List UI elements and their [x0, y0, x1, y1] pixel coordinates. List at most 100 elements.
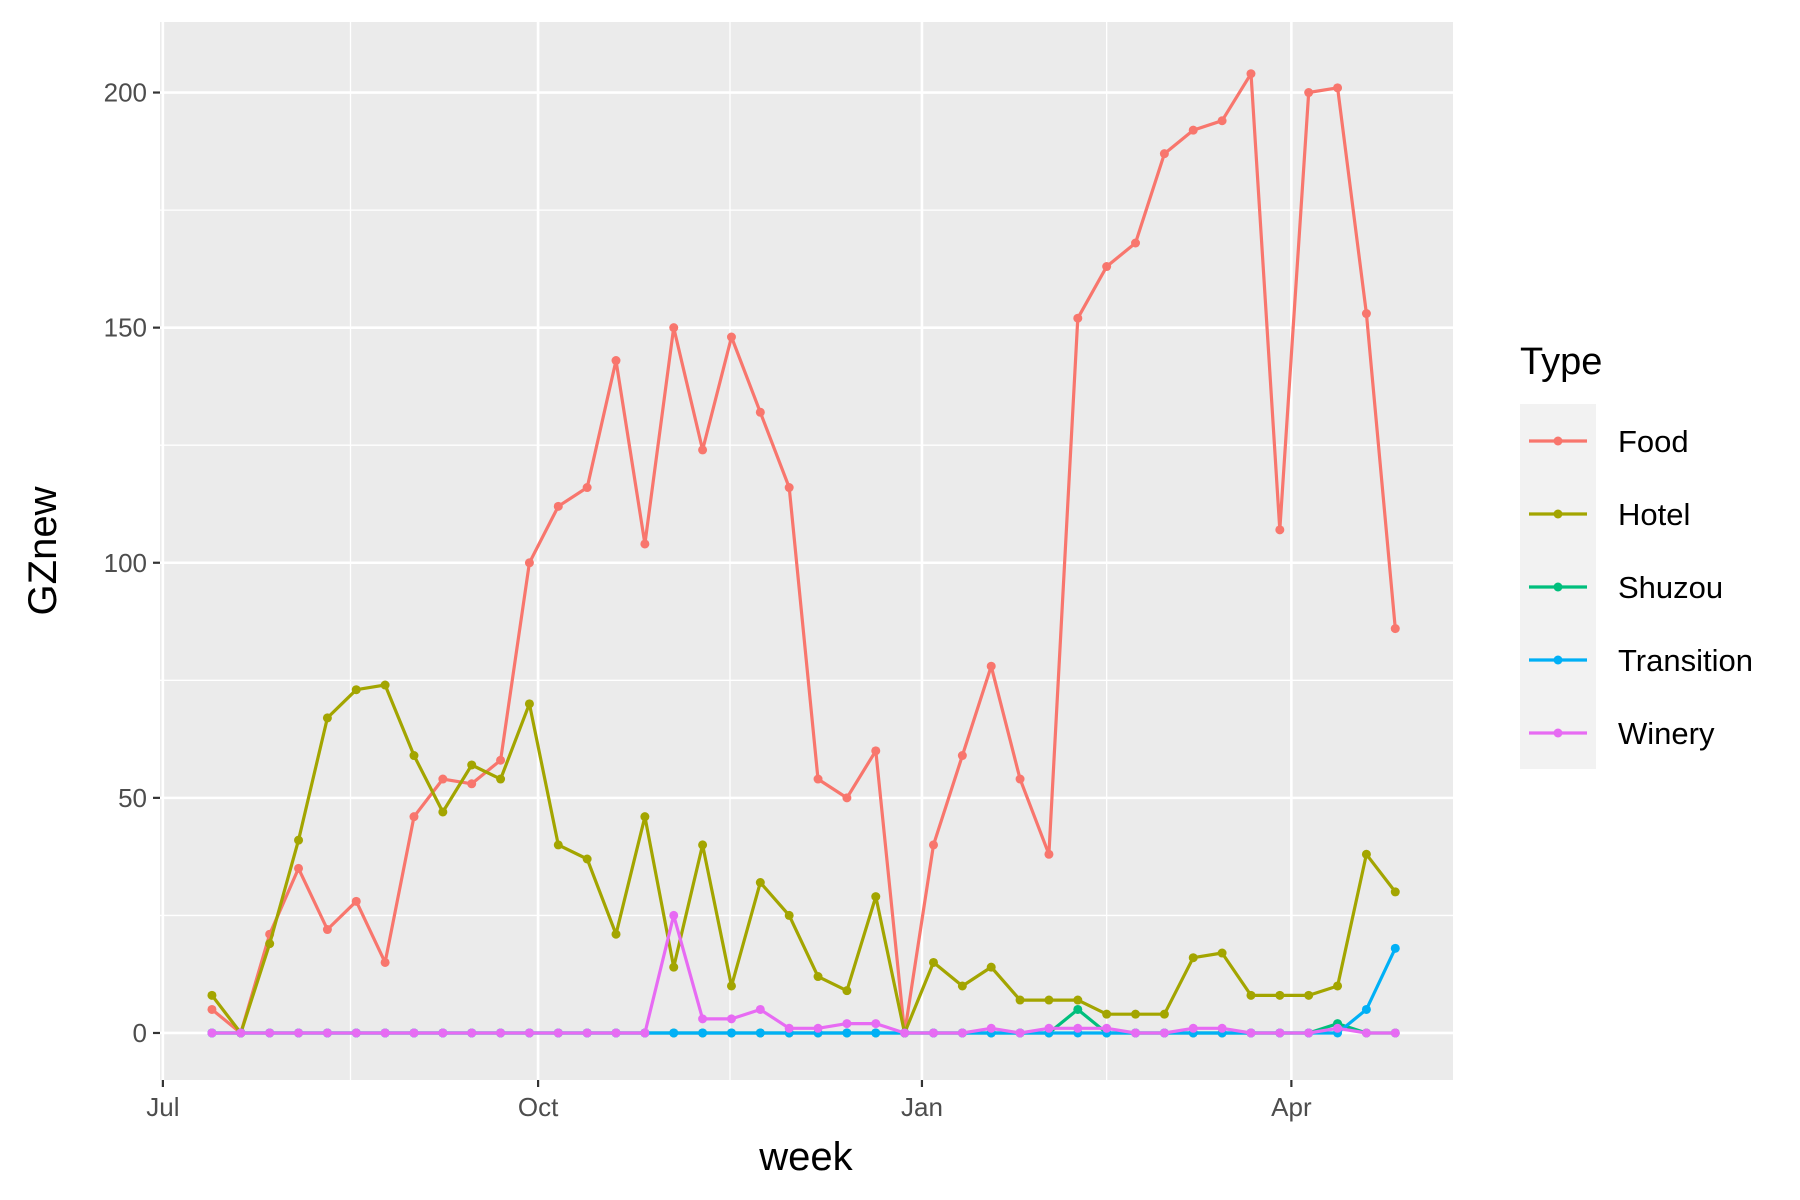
data-point-winery	[1131, 1028, 1141, 1038]
data-point-winery	[1304, 1028, 1314, 1038]
legend-label-food: Food	[1618, 424, 1689, 459]
y-tick-label: 150	[104, 313, 147, 343]
data-point-food	[380, 957, 390, 967]
data-point-hotel	[1188, 953, 1198, 963]
data-point-food	[1188, 125, 1198, 135]
legend-label-hotel: Hotel	[1618, 497, 1690, 532]
data-point-hotel	[294, 835, 304, 845]
data-point-winery	[322, 1028, 332, 1038]
data-point-winery	[928, 1028, 938, 1038]
data-point-food	[1073, 313, 1083, 323]
data-point-hotel	[1390, 887, 1400, 897]
data-point-winery	[265, 1028, 275, 1038]
data-point-hotel	[669, 962, 679, 972]
data-point-hotel	[496, 774, 506, 784]
data-point-food	[871, 746, 881, 756]
series-line-hotel	[210, 683, 1397, 1035]
y-tick-label: 50	[118, 783, 147, 813]
data-point-winery	[409, 1028, 419, 1038]
data-point-hotel	[1044, 995, 1054, 1005]
data-point-winery	[1217, 1023, 1227, 1033]
data-point-food	[553, 501, 563, 511]
data-point-winery	[669, 910, 679, 920]
data-point-food	[640, 539, 650, 549]
legend-label-winery: Winery	[1618, 716, 1715, 751]
data-point-hotel	[207, 990, 217, 1000]
data-point-hotel	[726, 981, 736, 991]
x-axis-title: week	[758, 1135, 853, 1179]
data-point-winery	[755, 1004, 765, 1014]
data-point-winery	[900, 1028, 910, 1038]
data-point-hotel	[1246, 990, 1256, 1000]
data-point-food	[409, 812, 419, 822]
data-point-winery	[1390, 1028, 1400, 1038]
data-point-hotel	[1102, 1009, 1112, 1019]
data-point-hotel	[755, 878, 765, 888]
series-line-food	[210, 72, 1397, 1035]
data-point-food	[813, 774, 823, 784]
data-point-winery	[640, 1028, 650, 1038]
data-point-hotel	[1361, 849, 1371, 859]
data-point-shuzou	[1073, 1004, 1083, 1014]
data-point-food	[1361, 309, 1371, 319]
data-point-food	[351, 896, 361, 906]
data-point-food	[294, 863, 304, 873]
data-point-hotel	[871, 892, 881, 902]
data-point-transition	[755, 1028, 765, 1038]
data-point-transition	[1361, 1004, 1371, 1014]
data-point-hotel	[611, 929, 621, 939]
data-point-food	[928, 840, 938, 850]
data-point-winery	[1188, 1023, 1198, 1033]
data-point-hotel	[1217, 948, 1227, 958]
data-point-food	[524, 558, 534, 568]
data-point-food	[957, 751, 967, 761]
data-point-hotel	[351, 685, 361, 695]
y-axis-title: GZnew	[21, 486, 65, 615]
data-point-hotel	[1131, 1009, 1141, 1019]
data-point-food	[784, 483, 794, 493]
data-point-winery	[784, 1023, 794, 1033]
data-point-food	[322, 925, 332, 935]
data-point-food	[1159, 149, 1169, 159]
data-point-food	[1275, 525, 1285, 535]
data-point-transition	[669, 1028, 679, 1038]
data-point-winery	[467, 1028, 477, 1038]
x-tick-label: Jul	[146, 1092, 179, 1122]
data-point-food	[1015, 774, 1025, 784]
legend-key-point-transition	[1553, 655, 1563, 665]
data-point-transition	[871, 1028, 881, 1038]
data-point-hotel	[524, 699, 534, 709]
data-point-winery	[842, 1019, 852, 1029]
data-point-hotel	[1159, 1009, 1169, 1019]
data-point-hotel	[1015, 995, 1025, 1005]
data-point-hotel	[640, 812, 650, 822]
data-point-winery	[1246, 1028, 1256, 1038]
data-point-hotel	[784, 910, 794, 920]
data-point-food	[986, 661, 996, 671]
legend-label-shuzou: Shuzou	[1618, 570, 1723, 605]
data-point-winery	[438, 1028, 448, 1038]
legend-items: Food Hotel Shuzou Transition Winery	[1529, 424, 1753, 751]
data-point-winery	[380, 1028, 390, 1038]
data-point-hotel	[1304, 990, 1314, 1000]
legend-key-point-food	[1553, 436, 1563, 446]
x-axis: Jul Oct Jan Apr	[146, 1080, 1312, 1122]
data-point-food	[1246, 69, 1256, 79]
legend: Type Food Hotel Shuzou Transition Winery	[1520, 341, 1753, 769]
data-point-winery	[957, 1028, 967, 1038]
data-point-hotel	[813, 972, 823, 982]
data-point-hotel	[928, 957, 938, 967]
data-point-food	[698, 445, 708, 455]
data-point-winery	[611, 1028, 621, 1038]
data-point-food	[467, 779, 477, 789]
data-point-hotel	[842, 986, 852, 996]
legend-key-point-hotel	[1553, 509, 1563, 519]
data-point-hotel	[467, 760, 477, 770]
data-point-winery	[726, 1014, 736, 1024]
data-point-winery	[1015, 1028, 1025, 1038]
data-point-winery	[1275, 1028, 1285, 1038]
data-point-winery	[351, 1028, 361, 1038]
x-tick-label: Oct	[518, 1092, 559, 1122]
data-point-hotel	[380, 680, 390, 690]
